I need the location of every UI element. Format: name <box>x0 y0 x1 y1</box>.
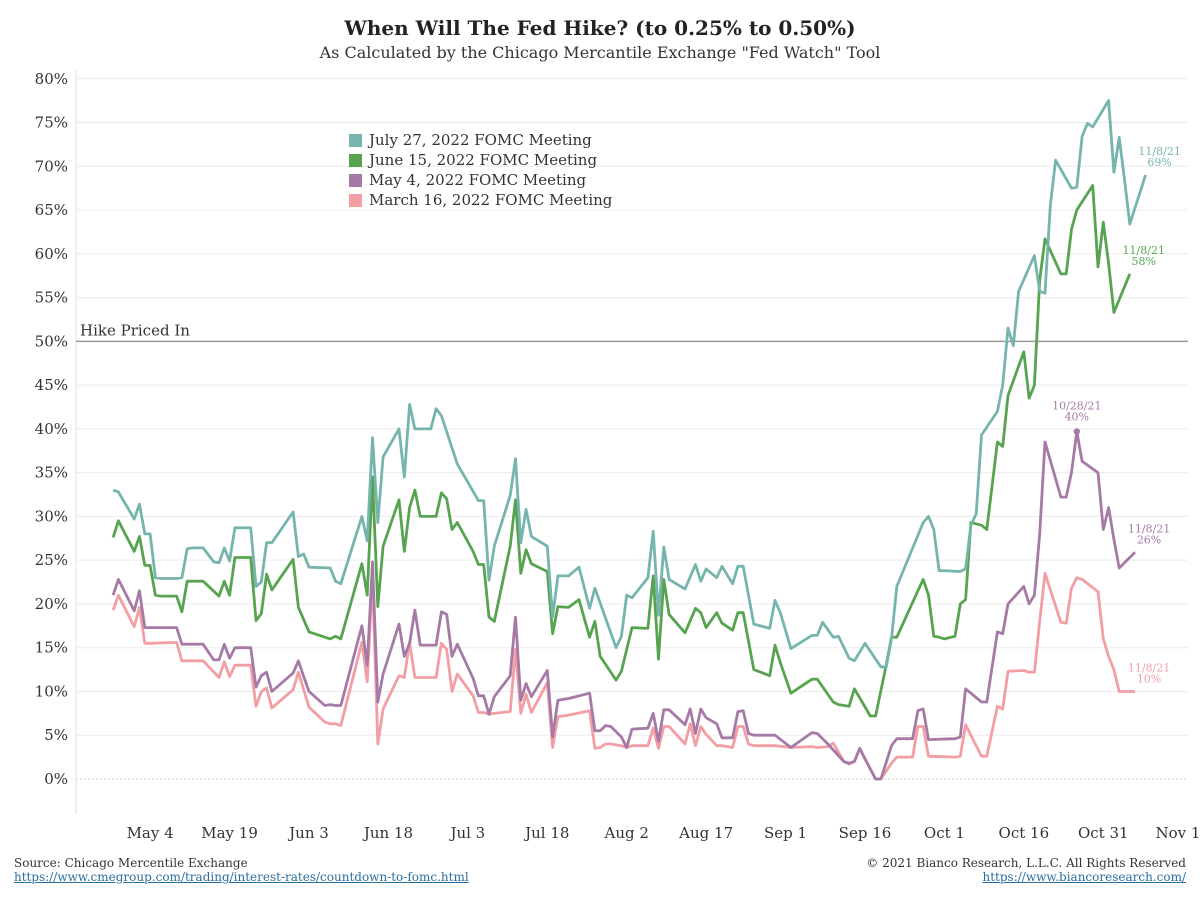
legend-swatch <box>349 153 362 167</box>
legend-label: March 16, 2022 FOMC Meeting <box>369 191 613 209</box>
chart-legend: July 27, 2022 FOMC Meeting June 15, 2022 … <box>349 130 612 210</box>
annotation-marker <box>1073 428 1081 435</box>
legend-item: March 16, 2022 FOMC Meeting <box>349 190 612 210</box>
y-tick-label: 40% <box>35 420 68 438</box>
x-tick-label: Sep 16 <box>839 824 892 842</box>
chart-subtitle: As Calculated by the Chicago Mercantile … <box>319 43 881 62</box>
x-tick-label: Oct 1 <box>924 824 965 842</box>
series-line-may-4-2022-fomc-meeting <box>111 430 1136 781</box>
x-tick-label: May 19 <box>201 824 258 842</box>
end-annotation-value: 10% <box>1137 672 1161 685</box>
source-link[interactable]: https://www.cmegroup.com/trading/interes… <box>14 870 469 884</box>
website-link[interactable]: https://www.biancoresearch.com/ <box>982 870 1186 884</box>
y-tick-label: 30% <box>35 507 68 525</box>
x-tick-label: Sep 1 <box>764 824 807 842</box>
x-tick-label: May 4 <box>127 824 174 842</box>
y-tick-label: 50% <box>35 332 68 350</box>
y-tick-label: 70% <box>35 157 68 175</box>
legend-item: May 4, 2022 FOMC Meeting <box>349 170 612 190</box>
y-tick-label: 55% <box>35 289 68 307</box>
y-tick-label: 20% <box>35 595 68 613</box>
y-tick-label: 75% <box>35 114 68 132</box>
y-tick-label: 60% <box>35 245 68 263</box>
y-tick-label: 35% <box>35 464 68 482</box>
copyright-note: © 2021 Bianco Research, L.L.C. All Right… <box>866 856 1186 870</box>
x-tick-label: Jul 18 <box>523 824 569 842</box>
end-annotation-date: 11/8/21 <box>1128 661 1170 674</box>
legend-swatch <box>349 173 362 187</box>
legend-label: July 27, 2022 FOMC Meeting <box>369 131 592 149</box>
y-tick-label: 0% <box>44 770 68 788</box>
x-tick-label: Aug 17 <box>678 824 733 842</box>
hike-priced-in-label: Hike Priced In <box>80 321 190 339</box>
legend-swatch <box>349 133 362 147</box>
y-tick-label: 45% <box>35 376 68 394</box>
series-line-march-16-2022-fomc-meeting <box>111 571 1135 781</box>
legend-item: July 27, 2022 FOMC Meeting <box>349 130 612 150</box>
x-tick-label: Jun 18 <box>362 824 413 842</box>
source-note: Source: Chicago Mercentile Exchange <box>14 856 248 870</box>
chart-title: When Will The Fed Hike? (to 0.25% to 0.5… <box>344 16 856 40</box>
end-annotation-date: 11/8/21 <box>1128 522 1170 535</box>
y-tick-label: 10% <box>35 682 68 700</box>
x-tick-label: Oct 16 <box>999 824 1050 842</box>
end-annotation-date: 11/8/21 <box>1123 244 1165 257</box>
y-tick-label: 5% <box>44 726 68 744</box>
x-tick-label: Aug 2 <box>603 824 648 842</box>
y-tick-label: 15% <box>35 639 68 657</box>
end-annotation-value: 58% <box>1132 255 1156 268</box>
series-line-july-27-2022-fomc-meeting <box>112 99 1147 669</box>
x-tick-label: Jun 3 <box>287 824 329 842</box>
x-tick-label: Nov 15 <box>1155 824 1200 842</box>
end-annotation-value: 69% <box>1147 156 1171 169</box>
y-tick-label: 80% <box>35 70 68 88</box>
end-annotation-date: 11/8/21 <box>1138 145 1180 158</box>
x-tick-label: Jul 3 <box>448 824 485 842</box>
annotation-date: 10/28/21 <box>1052 399 1101 412</box>
x-tick-label: Oct 31 <box>1078 824 1129 842</box>
end-annotation-value: 26% <box>1137 533 1161 546</box>
y-tick-label: 65% <box>35 201 68 219</box>
annotation-value: 40% <box>1065 410 1089 423</box>
y-tick-label: 25% <box>35 551 68 569</box>
legend-label: June 15, 2022 FOMC Meeting <box>369 151 598 169</box>
legend-label: May 4, 2022 FOMC Meeting <box>369 171 587 189</box>
legend-swatch <box>349 193 362 207</box>
legend-item: June 15, 2022 FOMC Meeting <box>349 150 612 170</box>
